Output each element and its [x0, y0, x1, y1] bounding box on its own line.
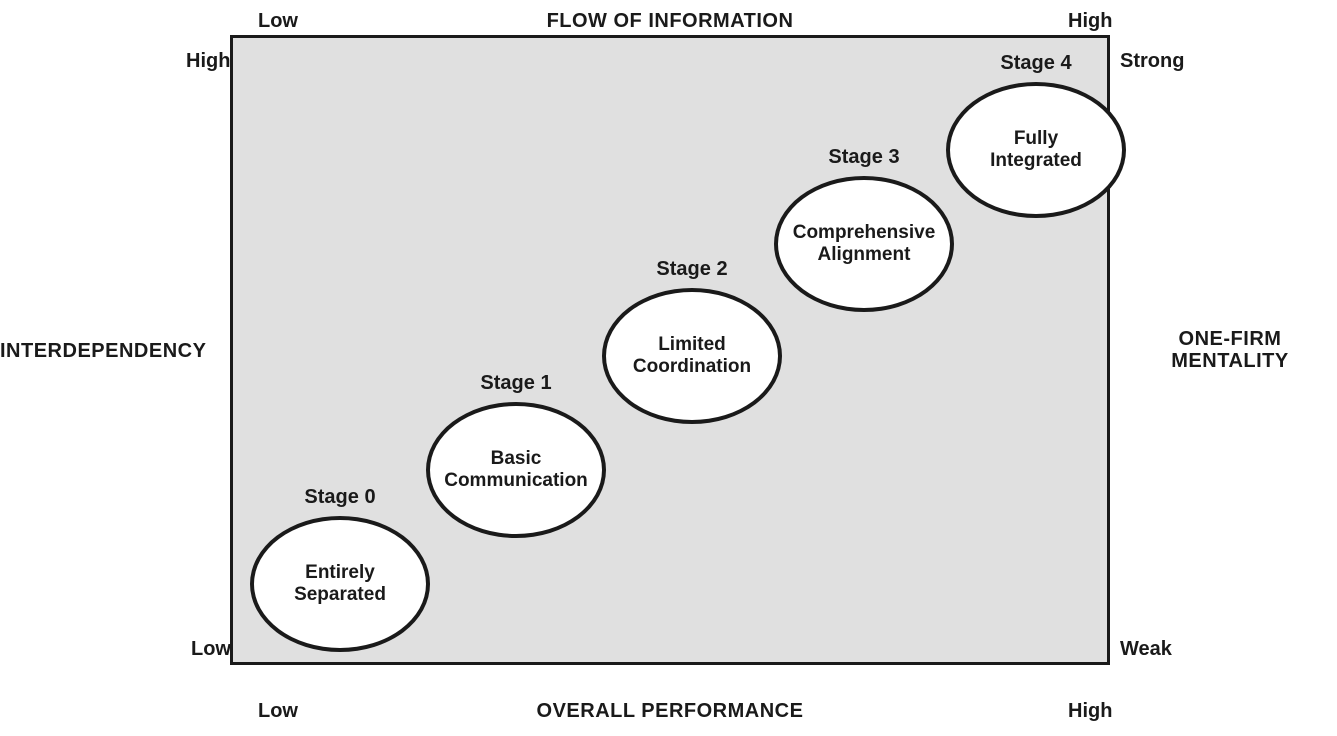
integration-stages-diagram: FLOW OF INFORMATION OVERALL PERFORMANCE …: [0, 0, 1337, 736]
stage-ellipse-4: FullyIntegrated: [946, 82, 1126, 218]
axis-title-right: ONE-FIRM MENTALITY: [1130, 328, 1330, 372]
axis-title-bottom: OVERALL PERFORMANCE: [510, 700, 830, 723]
stage-title-2: Stage 2: [612, 258, 772, 281]
stage-ellipse-2: LimitedCoordination: [602, 288, 782, 424]
stage-label-1: BasicCommunication: [438, 442, 594, 498]
label-top-high: High: [1068, 10, 1112, 33]
stage-title-4: Stage 4: [956, 52, 1116, 75]
stage-ellipse-3: ComprehensiveAlignment: [774, 176, 954, 312]
stage-ellipse-0: EntirelySeparated: [250, 516, 430, 652]
axis-title-top: FLOW OF INFORMATION: [510, 10, 830, 33]
label-left-low: Low: [191, 638, 231, 661]
stage-title-0: Stage 0: [260, 486, 420, 509]
label-bottom-low: Low: [258, 700, 298, 723]
stage-label-0: EntirelySeparated: [288, 556, 392, 612]
label-top-low: Low: [258, 10, 298, 33]
label-right-weak: Weak: [1120, 638, 1172, 661]
label-right-strong: Strong: [1120, 50, 1184, 73]
label-left-high: High: [186, 50, 230, 73]
stage-label-3: ComprehensiveAlignment: [787, 216, 942, 272]
stage-label-2: LimitedCoordination: [627, 328, 757, 384]
stage-label-4: FullyIntegrated: [984, 122, 1088, 178]
stage-title-1: Stage 1: [436, 372, 596, 395]
stage-ellipse-1: BasicCommunication: [426, 402, 606, 538]
label-bottom-high: High: [1068, 700, 1112, 723]
stage-title-3: Stage 3: [784, 146, 944, 169]
axis-title-left: INTERDEPENDENCY: [0, 340, 200, 363]
